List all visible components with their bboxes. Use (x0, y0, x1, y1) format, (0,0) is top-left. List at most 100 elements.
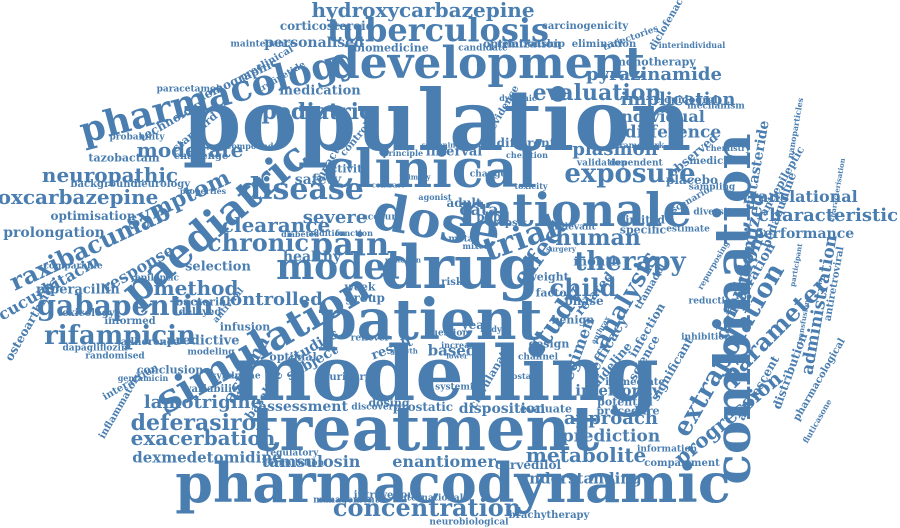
cloud-word: tuberculosis (326, 11, 550, 49)
cloud-word: data (459, 200, 499, 219)
cloud-word: candidate (458, 43, 508, 54)
cloud-word: population (182, 71, 692, 170)
cloud-word: exposure (564, 159, 696, 189)
cloud-word: hydroxycarbazepine (311, 0, 535, 22)
cloud-word: concentration (332, 493, 522, 522)
cloud-word: plasmon (572, 139, 658, 160)
cloud-word: mutation (385, 255, 421, 265)
cloud-word: infusion (219, 320, 271, 334)
cloud-word: optimal (269, 350, 317, 364)
cloud-word: relevant (554, 222, 596, 233)
cloud-word: based (427, 341, 477, 360)
cloud-word: reliever (350, 333, 390, 344)
cloud-word: relationship (497, 39, 565, 50)
cloud-word: mixed (462, 241, 490, 251)
cloud-word: chronic (207, 228, 309, 257)
cloud-word: medication (279, 83, 361, 99)
cloud-word: metabolite (525, 443, 647, 467)
cloud-word: carvedilol (494, 458, 562, 472)
cloud-word: controlled (219, 289, 323, 310)
cloud-word: procedure (596, 404, 660, 418)
cloud-word: probability (109, 132, 165, 143)
cloud-word: development (328, 38, 646, 89)
cloud-word: healthy (282, 249, 342, 265)
cloud-word: inferiority (575, 381, 661, 400)
cloud-word: immediate (605, 377, 665, 388)
cloud-word: lower (446, 351, 468, 361)
cloud-word: chelation (506, 150, 548, 160)
cloud-word: contrast (371, 180, 405, 190)
cloud-word: performance (753, 226, 855, 242)
cloud-word: inhibition (681, 332, 731, 343)
cloud-word: week (344, 280, 376, 294)
cloud-word: pyrazinamide (586, 64, 722, 85)
cloud-word: participant (787, 242, 805, 288)
cloud-word: comparable (43, 261, 103, 272)
cloud-word: limited (621, 213, 665, 227)
cloud-word: prostatic (392, 400, 454, 414)
cloud-word: diabetes (281, 229, 319, 239)
cloud-word: pharmacodynamic (175, 451, 731, 515)
cloud-word: model (276, 246, 400, 288)
cloud-word: meta (448, 234, 474, 245)
cloud-word: severe (302, 207, 368, 228)
cloud-word: prostate (502, 371, 540, 381)
cloud-word: pediatric (261, 99, 373, 125)
cloud-word: toxicology (57, 308, 115, 319)
cloud-word: paracetamol (156, 84, 220, 95)
cloud-word: drug (380, 233, 540, 303)
cloud-word: maintenance (230, 39, 296, 50)
cloud-word: international (396, 493, 464, 504)
cloud-word: monotherapy (614, 55, 696, 69)
cloud-word: clopidogrel (654, 95, 718, 106)
cloud-word: oxcarbazepine (0, 185, 159, 209)
cloud-word: medicine (689, 156, 741, 167)
cloud-word: modeling (187, 347, 235, 358)
cloud-word: corticosteroid (279, 19, 375, 33)
cloud-word: estimate (666, 224, 710, 235)
cloud-word: question (425, 328, 469, 339)
cloud-word: gabapentin (36, 289, 214, 322)
cloud-word: implication (620, 89, 736, 110)
cloud-word: challenge (173, 151, 229, 162)
cloud-word: syndrome (211, 371, 261, 382)
cloud-word: difference (624, 122, 722, 143)
cloud-word: carcinogenicity (541, 21, 629, 32)
cloud-word: dosing (368, 396, 410, 410)
cloud-word: management (313, 495, 379, 506)
cloud-word: increase (441, 340, 479, 350)
cloud-word: risk (441, 277, 463, 288)
cloud-word: background (70, 179, 138, 190)
cloud-word: reduction (688, 296, 738, 307)
cloud-word: characteristic (757, 205, 899, 226)
cloud-word: chemistry (705, 143, 751, 153)
cloud-word: account (361, 212, 403, 223)
cloud-word: clinical (323, 139, 537, 200)
cloud-word: neurobiological (429, 517, 509, 528)
cloud-word: principle (382, 148, 424, 158)
cloud-word: variability (185, 384, 243, 395)
cloud-word: channel (517, 352, 559, 363)
cloud-word: lamotrigine (143, 392, 263, 413)
cloud-word: compound (226, 141, 274, 151)
cloud-word: formulation (263, 458, 325, 469)
cloud-word: placebo (665, 173, 719, 187)
cloud-word: clearance (221, 213, 331, 237)
cloud-word: tamsulosin (261, 452, 361, 471)
cloud-word: rationale (458, 183, 692, 237)
cloud-word: change (469, 169, 507, 180)
cloud-word: screening (421, 140, 461, 150)
cloud-word: therapy (574, 247, 686, 277)
cloud-word: interindividual (658, 40, 726, 50)
cloud-word: dexmedetomidine (132, 448, 282, 467)
cloud-word: specific (619, 223, 667, 237)
cloud-word: adherence (120, 337, 180, 348)
cloud-word: informed (104, 316, 156, 327)
cloud-word: validation (576, 158, 628, 169)
cloud-word: group (345, 291, 385, 305)
cloud-word: personalised (264, 35, 364, 51)
cloud-word: safety (294, 172, 342, 188)
cloud-word: sepsis (492, 218, 528, 229)
cloud-word: treatment (250, 392, 600, 465)
